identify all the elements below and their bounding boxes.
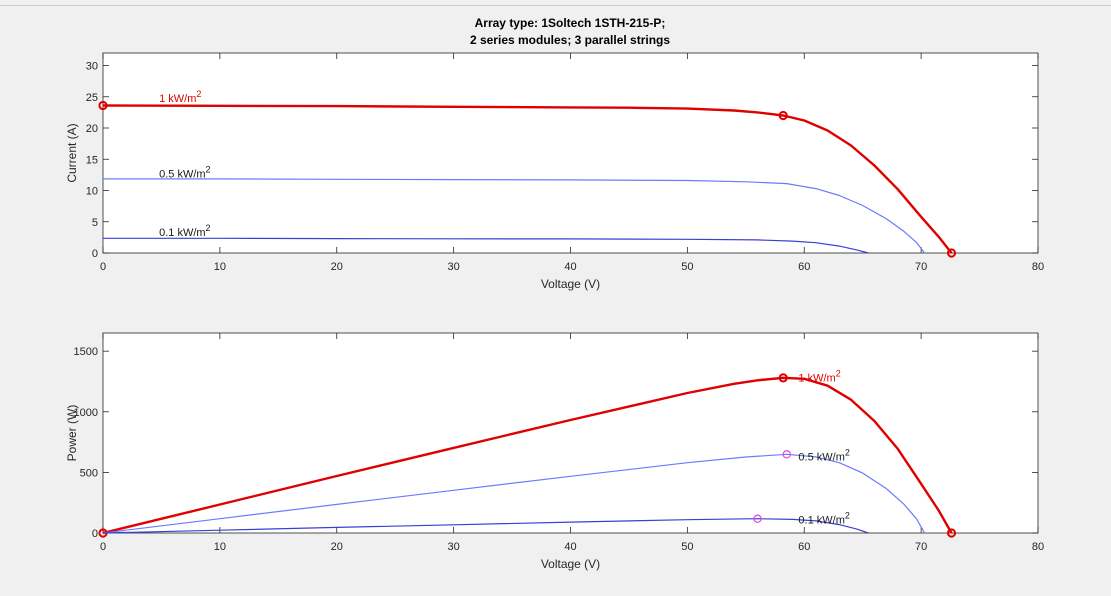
chart-iv-ytick-label: 20 — [86, 123, 98, 135]
chart-iv-series-label-superscript: 2 — [206, 164, 211, 174]
chart-pv-ylabel: Power (W) — [65, 405, 79, 462]
chart-iv-xtick-label: 80 — [1032, 261, 1044, 273]
chart-iv-series-1-line — [103, 178, 926, 254]
chart-pv-series-label-superscript: 2 — [845, 510, 850, 520]
chart-iv-xtick-label: 10 — [214, 261, 226, 273]
chart-iv-xlabel: Voltage (V) — [541, 277, 600, 291]
figure-title-line-1: Array type: 1Soltech 1STH-215-P; — [474, 16, 666, 30]
chart-iv-xtick-label: 40 — [564, 261, 576, 273]
chart-iv-ytick-label: 25 — [86, 92, 98, 104]
chart-iv-series-label: 0.5 kW/m2 — [159, 164, 210, 180]
chart-pv-axes-box — [102, 332, 1039, 534]
chart-iv-series-label-superscript: 2 — [196, 89, 201, 99]
chart-iv-xtick-label: 0 — [100, 261, 106, 273]
chart-pv-xtick-label: 20 — [331, 541, 343, 553]
chart-iv-xtick-label: 20 — [331, 261, 343, 273]
chart-pv-series-1-marker — [782, 450, 791, 459]
chart-pv-series-label: 0.1 kW/m2 — [798, 510, 849, 526]
chart-iv-series-2-line — [103, 237, 869, 254]
chart-iv-series-label: 1 kW/m2 — [159, 89, 201, 105]
window-top-border — [0, 5, 1111, 6]
chart-pv-ytick-label: 1000 — [74, 407, 98, 419]
chart-pv-series-1-line — [102, 453, 926, 534]
chart-pv-series-0-marker — [946, 528, 957, 538]
chart-pv-series-label: 0.5 kW/m2 — [798, 447, 849, 463]
chart-pv-series-label-superscript: 2 — [836, 368, 841, 378]
figure-title: Array type: 1Soltech 1STH-215-P; 2 serie… — [300, 15, 840, 49]
chart-pv-xtick-label: 60 — [798, 541, 810, 553]
chart-iv-ytick-label: 15 — [86, 154, 98, 166]
chart-pv-series-label-text: 1 kW/m — [798, 372, 835, 384]
chart-iv-series-label-text: 0.1 kW/m — [159, 227, 205, 239]
chart-pv-ytick-label: 0 — [92, 528, 98, 540]
chart-pv-xlabel: Voltage (V) — [541, 557, 600, 571]
chart-iv-ytick-label: 30 — [86, 61, 98, 73]
chart-pv-xtick-label: 50 — [681, 541, 693, 553]
chart-pv-ytick-label: 1500 — [74, 346, 98, 358]
chart-iv-series-label-text: 0.5 kW/m — [159, 168, 205, 180]
chart-pv-xtick-label: 10 — [214, 541, 226, 553]
chart-iv-axes-box — [102, 52, 1039, 254]
chart-iv-series-0-marker — [98, 100, 108, 111]
chart-iv-xtick-label: 70 — [915, 261, 927, 273]
chart-pv-series-0-marker — [778, 373, 788, 383]
chart-pv-series-label-superscript: 2 — [845, 447, 850, 457]
chart-iv-xtick-label: 50 — [681, 261, 693, 273]
chart-pv-xtick-label: 40 — [564, 541, 576, 553]
chart-iv-series-label-superscript: 2 — [206, 223, 211, 233]
chart-iv-ytick-label: 5 — [92, 217, 98, 229]
chart-iv-series-label-text: 1 kW/m — [159, 93, 196, 105]
chart-iv-series-0-line — [102, 104, 953, 254]
chart-pv-series-2-marker — [753, 514, 762, 523]
chart-pv-xtick-label: 70 — [915, 541, 927, 553]
chart-pv-series-label-text: 0.1 kW/m — [798, 514, 844, 526]
chart-pv-ytick-label: 500 — [80, 467, 98, 479]
chart-iv-series-label: 0.1 kW/m2 — [159, 223, 210, 239]
chart-pv-xtick-label: 30 — [448, 541, 460, 553]
chart-iv-ytick-label: 0 — [92, 248, 98, 260]
chart-pv-series-0-line — [102, 376, 953, 535]
chart-pv-series-label-text: 0.5 kW/m — [798, 451, 844, 463]
chart-pv-xtick-label: 80 — [1032, 541, 1044, 553]
figure-title-line-2: 2 series modules; 3 parallel strings — [469, 33, 671, 47]
chart-iv-series-0-marker — [946, 248, 957, 258]
chart-iv-xtick-label: 60 — [798, 261, 810, 273]
chart-iv-xtick-label: 30 — [448, 261, 460, 273]
chart-pv-xtick-label: 0 — [100, 541, 106, 553]
chart-iv-ylabel: Current (A) — [65, 123, 79, 182]
chart-iv-series-0-marker — [778, 110, 788, 121]
chart-pv-series-label: 1 kW/m2 — [798, 368, 840, 384]
chart-pv-series-2-line — [102, 518, 869, 534]
chart-iv-ytick-label: 10 — [86, 186, 98, 198]
